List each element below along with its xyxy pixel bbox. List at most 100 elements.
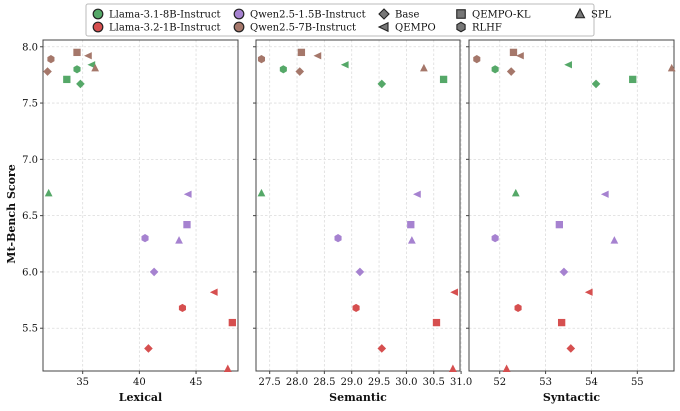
legend-label: Llama-3.2-1B-Instruct: [109, 23, 221, 34]
legend-label: Llama-3.1-8B-Instruct: [109, 10, 221, 21]
point-qwen2-5-7b-instruct-base: [506, 67, 516, 76]
point-llama-3-2-1b-instruct-qempo-kl: [432, 318, 441, 327]
y-tick-label: 7.0: [22, 155, 38, 166]
legend-swatch: [92, 21, 104, 33]
point-llama-3-1-8b-instruct-spl: [257, 188, 266, 197]
plot-frame: [42, 39, 239, 372]
legend-marker-diamond: [378, 8, 390, 20]
point-qwen2-5-1-5b-instruct-rlhf: [141, 234, 149, 243]
legend-label: Qwen2.5-7B-Instruct: [250, 23, 356, 34]
y-tick-label: 8.0: [22, 42, 38, 53]
point-qwen2-5-1-5b-instruct-qempo-kl: [407, 220, 415, 229]
point-qwen2-5-1-5b-instruct-base: [559, 267, 569, 277]
point-llama-3-1-8b-instruct-qempo-kl: [439, 75, 448, 84]
point-qwen2-5-1-5b-instruct-rlhf: [334, 234, 342, 243]
legend-label: QEMPO-KL: [472, 10, 531, 21]
x-tick-label: 31.0: [450, 377, 472, 388]
point-llama-3-2-1b-instruct-qempo: [450, 288, 458, 296]
point-llama-3-1-8b-instruct-rlhf: [73, 65, 81, 74]
legend-marker-square: [456, 9, 466, 19]
point-qwen2-5-1-5b-instruct-qempo-kl: [555, 220, 564, 229]
lexical-panel: 5.5 6.0 6.5 7.0 7.5 8.0 35 40 45 Lexical: [22, 39, 239, 404]
point-llama-3-2-1b-instruct-qempo: [584, 288, 593, 296]
y-tick-label: 6.0: [22, 267, 38, 278]
point-llama-3-1-8b-instruct-spl: [44, 188, 53, 197]
legend: Llama-3.1-8B-Instruct Llama-3.2-1B-Instru…: [85, 3, 612, 37]
point-qwen2-5-1-5b-instruct-rlhf: [491, 234, 499, 243]
point-llama-3-1-8b-instruct-rlhf: [491, 65, 499, 74]
point-qwen2-5-1-5b-instruct-base: [355, 267, 365, 277]
x-tick-label: 35: [76, 377, 89, 388]
point-llama-3-1-8b-instruct-qempo: [564, 61, 572, 69]
point-llama-3-1-8b-instruct-qempo-kl: [63, 75, 71, 84]
legend-label: RLHF: [472, 23, 502, 34]
point-qwen2-5-1-5b-instruct-qempo-kl: [183, 220, 191, 229]
x-axis-label: Lexical: [119, 391, 162, 404]
legend-swatch: [233, 21, 245, 33]
legend-marker-triangle-left: [377, 21, 389, 33]
legend-entry-rlhf: RLHF: [456, 21, 502, 34]
x-tick-label: 29.5: [368, 377, 390, 388]
x-axis-label: Semantic: [329, 391, 387, 404]
legend-marker-hexagon: [456, 21, 466, 33]
x-tick-label: 27.5: [259, 377, 281, 388]
point-llama-3-2-1b-instruct-qempo-kl: [228, 318, 236, 327]
point-qwen2-5-7b-instruct-rlhf: [257, 55, 266, 64]
point-qwen2-5-1-5b-instruct-base: [149, 267, 159, 277]
x-tick-label: 30.0: [395, 377, 417, 388]
point-llama-3-1-8b-instruct-rlhf: [279, 65, 287, 74]
point-llama-3-2-1b-instruct-rlhf: [514, 303, 522, 313]
legend-entry-qempo-kl: QEMPO-KL: [456, 9, 531, 21]
point-llama-3-2-1b-instruct-rlhf: [352, 303, 360, 313]
point-llama-3-2-1b-instruct-base: [144, 344, 153, 353]
point-qwen2-5-7b-instruct-qempo-kl: [509, 48, 518, 57]
point-llama-3-1-8b-instruct-qempo: [340, 61, 349, 69]
y-tick-label: 5.5: [22, 324, 38, 335]
x-tick-label: 52: [493, 377, 506, 388]
point-llama-3-2-1b-instruct-spl: [223, 364, 232, 372]
point-qwen2-5-1-5b-instruct-qempo: [413, 190, 421, 198]
x-tick-label: 55: [631, 377, 644, 388]
point-qwen2-5-1-5b-instruct-spl: [175, 236, 183, 244]
y-tick-label: 7.5: [22, 99, 38, 110]
point-qwen2-5-7b-instruct-spl: [91, 63, 100, 72]
x-tick-label: 28.0: [286, 377, 308, 388]
legend-label: QEMPO: [395, 23, 436, 34]
semantic-panel: 27.5 28.0 28.5 29.0 29.5 30.0 30.5 31.0 Semantic: [253, 39, 472, 404]
syntactic-panel: 52 53 54 55 Syntactic: [466, 39, 676, 404]
legend-label: Qwen2.5-1.5B-Instruct: [250, 10, 366, 21]
legend-entry-llama-3-1-8b-instruct: Llama-3.1-8B-Instruct: [92, 8, 221, 21]
legend-frame: [85, 3, 595, 37]
point-llama-3-2-1b-instruct-base: [377, 344, 387, 353]
point-llama-3-2-1b-instruct-qempo-kl: [557, 318, 566, 327]
point-qwen2-5-1-5b-instruct-qempo: [600, 190, 609, 198]
x-tick-label: 40: [133, 377, 146, 388]
point-llama-3-2-1b-instruct-rlhf: [178, 303, 186, 313]
point-qwen2-5-7b-instruct-spl: [667, 63, 676, 72]
point-llama-3-1-8b-instruct-base: [377, 79, 387, 89]
legend-label: Base: [395, 10, 419, 21]
point-qwen2-5-7b-instruct-qempo-kl: [73, 48, 81, 57]
plot-frame: [255, 39, 461, 372]
plot-frame: [468, 39, 675, 372]
x-tick-label: 28.5: [313, 377, 335, 388]
legend-entry-qwen2-5-7b-instruct: Qwen2.5-7B-Instruct: [233, 21, 356, 34]
legend-swatch: [92, 8, 104, 20]
legend-marker-triangle-up: [574, 7, 586, 19]
y-tick-label: 6.5: [22, 211, 38, 222]
point-qwen2-5-7b-instruct-qempo: [516, 52, 524, 60]
point-llama-3-2-1b-instruct-spl: [502, 364, 511, 372]
point-qwen2-5-7b-instruct-rlhf: [473, 55, 481, 64]
x-tick-label: 29.0: [341, 377, 363, 388]
point-qwen2-5-7b-instruct-spl: [420, 63, 428, 72]
point-llama-3-2-1b-instruct-base: [566, 344, 576, 353]
point-llama-3-1-8b-instruct-qempo-kl: [629, 75, 637, 84]
point-qwen2-5-7b-instruct-qempo: [313, 52, 322, 60]
point-qwen2-5-7b-instruct-base: [295, 67, 305, 76]
point-qwen2-5-1-5b-instruct-qempo: [183, 190, 192, 198]
point-llama-3-1-8b-instruct-spl: [511, 188, 520, 197]
point-llama-3-1-8b-instruct-base: [591, 79, 601, 89]
point-qwen2-5-7b-instruct-base: [43, 67, 52, 76]
point-qwen2-5-7b-instruct-rlhf: [47, 55, 55, 64]
